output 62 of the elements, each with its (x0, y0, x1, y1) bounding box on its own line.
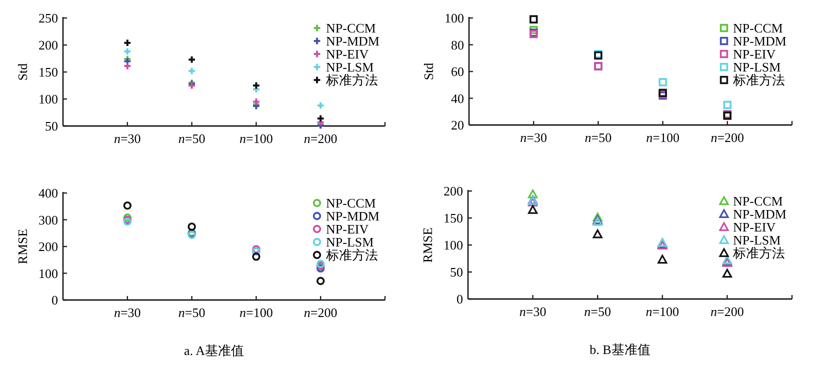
y-tick-label: 100 (444, 10, 464, 26)
x-tick-label: n=200 (710, 304, 744, 319)
x-tick-label: n=30 (520, 130, 548, 145)
legend-label: NP-CCM (733, 20, 784, 36)
x-tick-label: n=50 (178, 131, 206, 146)
x-tick-label: n=30 (114, 305, 141, 320)
x-tick-label: n=200 (304, 131, 338, 146)
y-tick-label: 200 (38, 38, 58, 52)
y-axis-title: Std (15, 62, 30, 81)
x-tick-label: n=50 (178, 305, 206, 320)
legend-label: NP-LSM (326, 60, 374, 74)
text: a. A基准值 (184, 343, 244, 358)
y-tick-label: 150 (444, 210, 463, 226)
y-tick-label: 300 (38, 212, 58, 228)
y-axis-title: RMSE (420, 227, 435, 263)
legend-label: 标准方法 (325, 72, 378, 88)
y-tick-label: 20 (451, 118, 464, 132)
legend-label: NP-LSM (733, 232, 782, 248)
legend-label: 标准方法 (325, 248, 378, 262)
y-tick-label: 50 (45, 118, 58, 134)
legend-label: NP-CCM (326, 20, 376, 36)
x-tick-label: n=30 (114, 131, 141, 146)
y-tick-label: 100 (444, 238, 463, 252)
legend-label: NP-MDM (326, 208, 380, 224)
y-tick-label: 50 (450, 264, 463, 280)
legend-label: NP-CCM (326, 196, 376, 210)
legend-label: NP-EIV (326, 222, 370, 236)
legend-label: 标准方法 (732, 246, 785, 260)
x-tick-label: n=50 (584, 130, 612, 145)
y-axis-title: RMSE (15, 228, 30, 264)
x-tick-label: n=100 (240, 305, 273, 320)
legend-label: 标准方法 (732, 72, 785, 88)
legend-label: NP-MDM (326, 34, 380, 48)
y-tick-label: 0 (456, 292, 463, 306)
y-tick-label: 80 (451, 37, 464, 52)
legend-label: NP-MDM (733, 34, 787, 48)
y-tick-label: 100 (38, 266, 58, 281)
y-tick-label: 400 (38, 186, 58, 200)
y-tick-label: 60 (451, 64, 464, 79)
x-tick-label: n=50 (584, 304, 612, 319)
legend-label: NP-EIV (733, 220, 776, 234)
legend-label: NP-LSM (326, 234, 374, 250)
y-tick-label: 150 (38, 64, 58, 80)
x-tick-label: n=100 (646, 130, 680, 145)
y-tick-label: 200 (444, 184, 463, 198)
legend-label: NP-CCM (733, 194, 784, 208)
y-axis-title: Std (421, 62, 436, 80)
y-tick-label: 250 (38, 10, 58, 26)
legend-label: NP-MDM (733, 206, 787, 222)
legend-label: NP-LSM (733, 60, 782, 74)
x-tick-label: n=200 (710, 130, 744, 145)
x-tick-label: n=100 (240, 131, 273, 146)
y-tick-label: 0 (52, 292, 58, 308)
x-tick-label: n=200 (304, 305, 338, 320)
y-tick-label: 100 (38, 92, 58, 106)
y-tick-label: 40 (451, 90, 464, 106)
legend-label: NP-EIV (326, 46, 370, 62)
x-tick-label: n=30 (519, 304, 546, 319)
y-tick-label: 200 (38, 239, 58, 254)
x-tick-label: n=100 (646, 304, 680, 319)
legend-label: NP-EIV (733, 46, 776, 62)
text: b. B基准值 (590, 342, 650, 357)
